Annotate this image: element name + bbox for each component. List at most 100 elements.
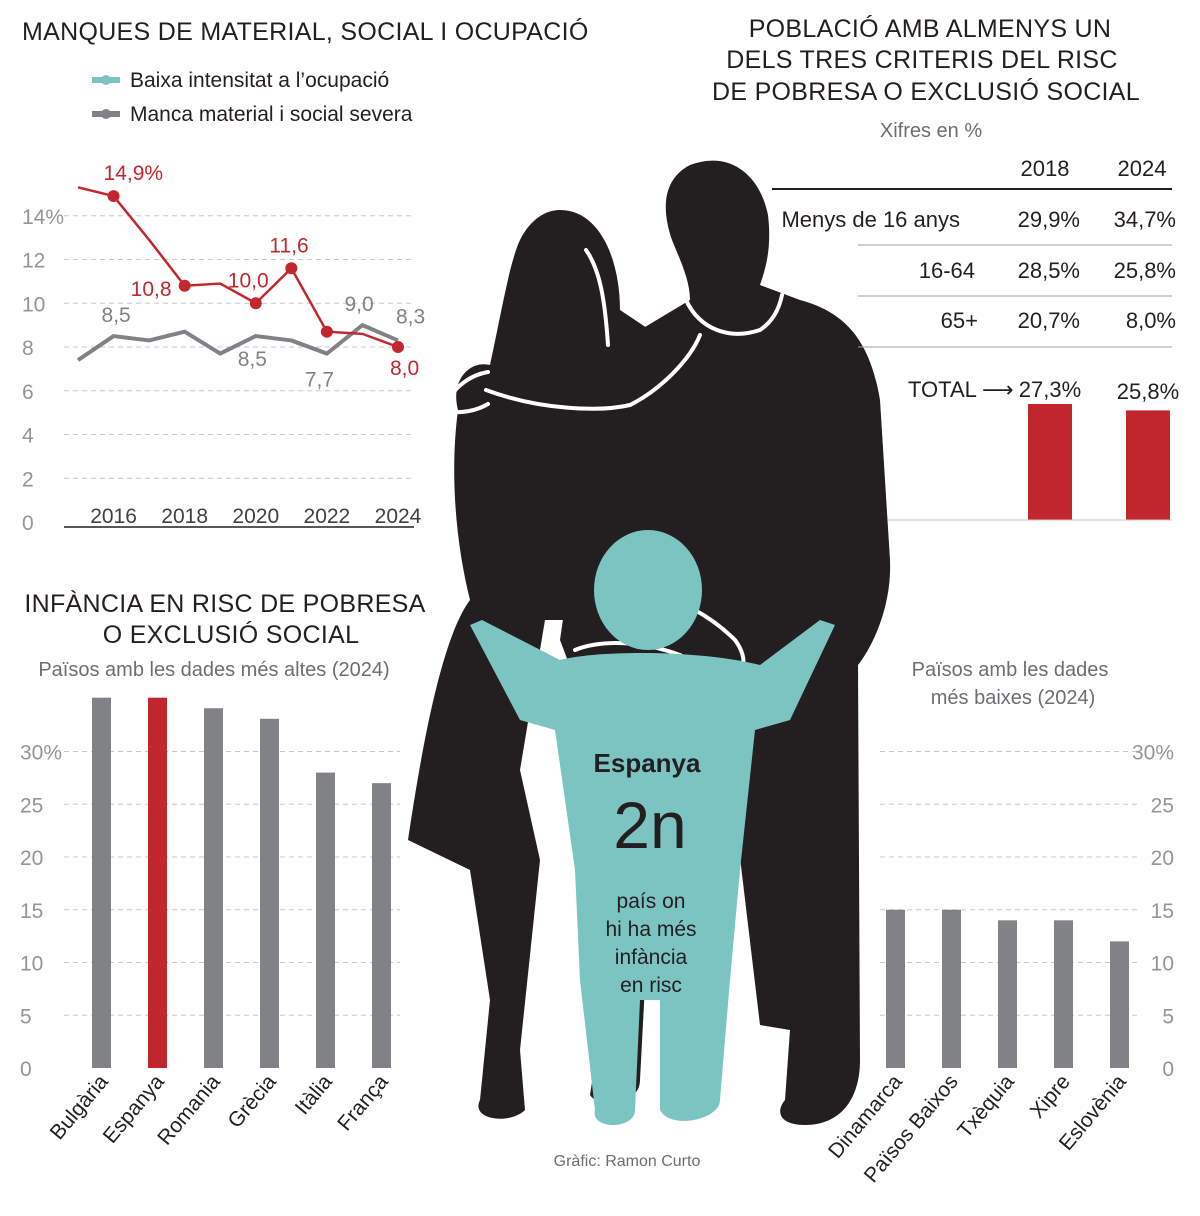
category-label: Itàlia [291,1070,337,1119]
bar-romania [204,708,223,1068]
callout-rank: 2n [613,788,686,862]
row-65-plus-2018: 20,7% [1018,308,1080,333]
series-line-employment [77,186,399,349]
low-chart-subtitle-line: Països amb les dades [912,659,1109,681]
table-title-line: DELS TRES CRITERIS DEL RISC [726,46,1118,74]
employment-point-marker [178,279,191,292]
chart-credit: Gràfic: Ramon Curto [554,1153,701,1170]
bar-y-tick-label: 10 [20,953,43,976]
bar-y-tick-label: 30% [1132,742,1174,765]
deprivation-data-label: 8,3 [396,305,425,328]
line-chart-title: MANQUES DE MATERIAL, SOCIAL I OCUPACIÓ [22,17,589,46]
line-y-tick-label: 4 [22,425,34,448]
column-header-2018: 2018 [1021,156,1070,181]
callout-text-line: hi ha més [605,918,696,941]
line-chart: MANQUES DE MATERIAL, SOCIAL I OCUPACIÓ B… [22,17,589,535]
table-subtitle: Xifres en % [880,120,982,142]
line-y-tick-label: 6 [22,381,34,404]
employment-point-marker [249,297,262,310]
low-chart-subtitle-line: més baixes (2024) [931,687,1096,709]
category-label: Xipre [1026,1070,1075,1122]
category-label: Grècia [223,1070,281,1132]
deprivation-data-label: 9,0 [344,293,373,316]
bar-dinamarca [886,909,905,1068]
total-2024-value: 25,8% [1117,379,1179,404]
deprivation-data-label: 7,7 [305,369,334,392]
bar-xipre [1054,920,1073,1068]
row-under-16-2018: 29,9% [1018,207,1080,232]
line-y-tick-label: 8 [22,337,34,360]
line-x-tick-label: 2024 [375,505,422,528]
line-y-tick-label: 2 [22,468,34,491]
line-y-tick-label: 14% [22,206,64,229]
deprivation-data-label: 8,5 [102,304,131,327]
callout-text-line: infància [615,946,688,969]
callout-text-line: en risc [620,974,682,997]
bar-y-tick-label: 30% [20,742,62,765]
total-bar-2018 [1028,404,1072,520]
bar-y-tick-label: 20 [1151,847,1174,870]
row-16-64-2018: 28,5% [1018,258,1080,283]
bar-grècia [260,718,279,1068]
high-chart-title-line: O EXCLUSIÓ SOCIAL [103,620,360,649]
total-bar-2024 [1126,410,1170,520]
bar-y-tick-label: 15 [20,900,43,923]
legend-marker-gray [101,109,111,119]
bar-països-baixos [942,909,961,1068]
spain-rank-callout: Espanya 2n país on hi ha més infància en… [594,748,701,997]
bar-y-tick-label: 10 [1151,953,1174,976]
row-label-16-64: 16-64 [919,258,975,283]
risk-table: POBLACIÓ AMB ALMENYS UN DELS TRES CRITER… [712,14,1179,521]
bar-y-tick-label: 0 [20,1058,32,1081]
deprivation-data-label: 8,5 [238,348,267,371]
bar-bulgària [92,697,111,1068]
series-line-deprivation [76,323,399,362]
child-silhouette [470,530,835,1125]
column-header-2024: 2024 [1118,156,1167,181]
employment-data-label: 14,9% [104,162,164,185]
line-y-tick-label: 10 [22,293,45,316]
employment-point-marker [107,190,120,203]
bar-y-tick-label: 25 [20,794,43,817]
bar-eslovènia [1110,941,1129,1068]
line-y-tick-label: 0 [22,512,34,535]
employment-point-marker [320,325,333,338]
total-2018-value: 27,3% [1019,377,1081,402]
bar-espanya [148,697,167,1068]
line-x-tick-label: 2016 [90,505,137,528]
row-16-64-2024: 25,8% [1114,258,1176,283]
employment-point-marker [392,341,404,353]
employment-data-label: 8,0 [390,357,419,380]
low-countries-chart: Països amb les dades més baixes (2024) 0… [824,659,1174,1187]
employment-point-marker [285,262,298,275]
total-arrow-icon: ⟶ [982,377,1014,402]
bar-frança [372,783,391,1068]
bar-itàlia [316,772,335,1068]
line-x-tick-label: 2018 [161,505,208,528]
row-under-16-2024: 34,7% [1114,207,1176,232]
employment-data-label: 10,8 [131,278,172,301]
bar-y-tick-label: 5 [20,1005,32,1028]
bar-y-tick-label: 20 [20,847,43,870]
legend-marker-teal [101,75,111,85]
callout-text-line: país on [617,890,686,913]
callout-country: Espanya [594,748,701,778]
bar-y-tick-label: 25 [1151,794,1174,817]
high-countries-chart: INFÀNCIA EN RISC DE POBRESA O EXCLUSIÓ S… [20,589,425,1150]
line-y-tick-label: 12 [22,250,45,273]
high-chart-title-line: INFÀNCIA EN RISC DE POBRESA [24,589,425,618]
row-label-under-16: Menys de 16 anys [781,207,960,232]
bar-y-tick-label: 5 [1162,1005,1174,1028]
legend-label-deprivation: Manca material i social severa [130,103,413,126]
bar-y-tick-label: 0 [1162,1058,1174,1081]
table-title-line: DE POBRESA O EXCLUSIÓ SOCIAL [712,77,1140,106]
total-label: TOTAL [908,377,977,402]
line-x-tick-label: 2022 [304,505,351,528]
row-label-65-plus: 65+ [941,308,978,333]
category-label: França [333,1070,393,1135]
category-label: Txèquia [953,1070,1019,1142]
employment-data-label: 11,6 [269,234,308,257]
employment-data-label: 10,0 [228,269,269,292]
bar-txèquia [998,920,1017,1068]
